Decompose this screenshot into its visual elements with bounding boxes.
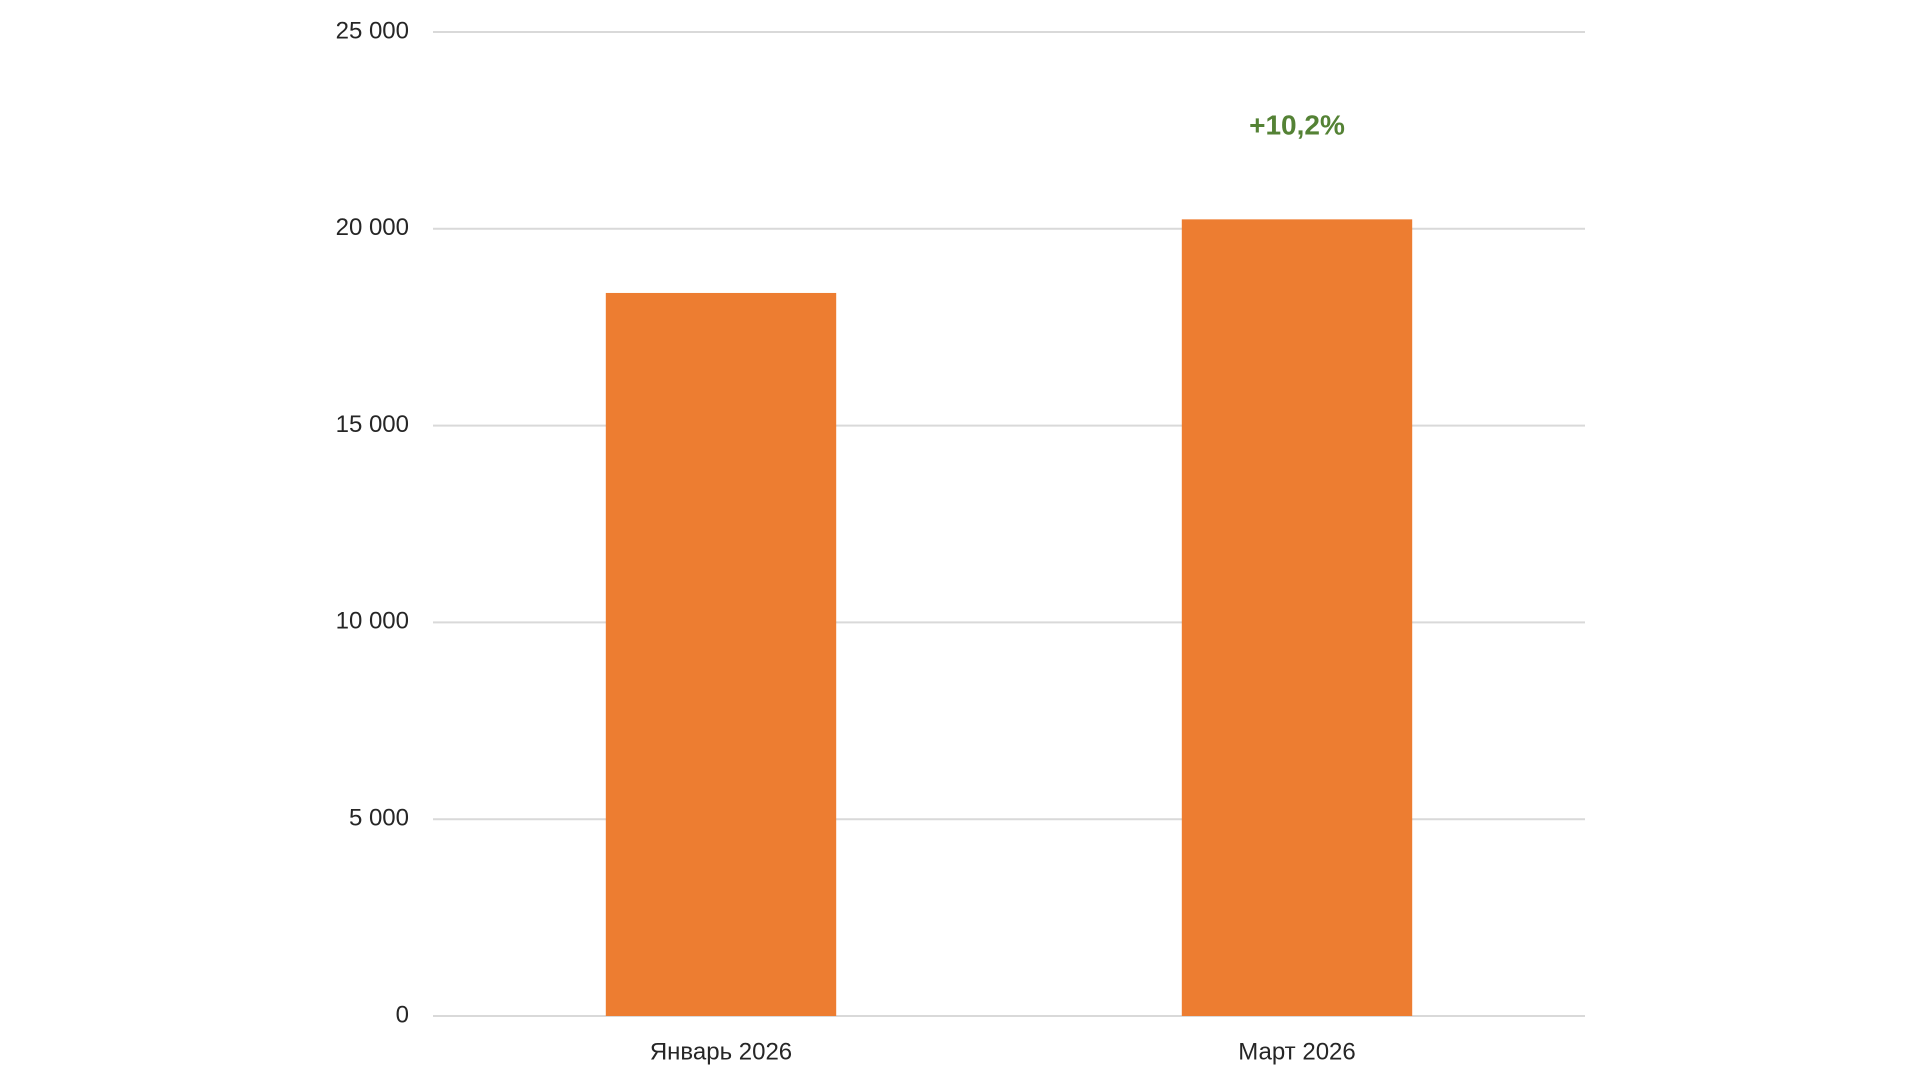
bar (1181, 219, 1413, 1016)
x-tick-label: Март 2026 (1238, 1038, 1355, 1065)
y-tick-label: 0 (396, 1001, 409, 1028)
y-tick-label: 10 000 (336, 608, 409, 635)
y-tick-label: 15 000 (336, 411, 409, 438)
annotation: +10,2% (1249, 109, 1345, 140)
bar (605, 292, 837, 1016)
y-tick-label: 5 000 (349, 805, 409, 832)
x-tick-label: Январь 2026 (650, 1038, 792, 1065)
y-tick-label: 20 000 (336, 214, 409, 241)
y-tick-label: 25 000 (336, 17, 409, 44)
